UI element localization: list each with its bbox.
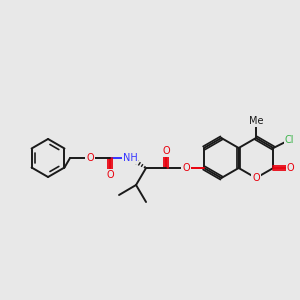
Text: O: O [182,163,190,173]
Text: O: O [252,173,260,183]
Text: Me: Me [249,116,263,126]
Text: O: O [106,170,114,180]
Text: O: O [86,153,94,163]
Text: O: O [286,163,294,173]
Text: NH: NH [123,153,137,163]
Text: Cl: Cl [285,135,294,145]
Text: O: O [162,146,170,156]
